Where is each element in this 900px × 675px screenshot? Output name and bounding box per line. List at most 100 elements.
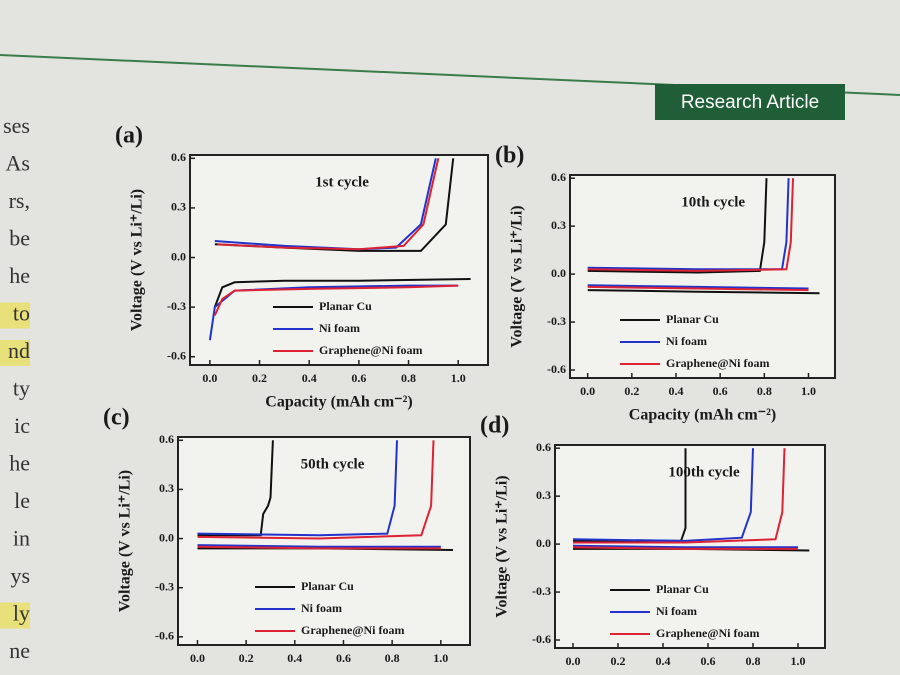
y-tick-label: 0.6 — [159, 432, 174, 446]
x-axis-label: Capacity (mAh cm⁻²) — [629, 407, 776, 424]
legend-label: Planar Cu — [301, 579, 354, 593]
y-axis-label: Voltage (V vs Li⁺/Li) — [129, 189, 146, 331]
y-tick-label: 0.6 — [551, 170, 566, 184]
legend-label: Ni foam — [656, 604, 697, 618]
y-tick-label: 0.6 — [536, 440, 551, 454]
x-tick-label: 0.0 — [566, 654, 581, 668]
plot-area — [177, 436, 471, 646]
y-axis-label: Voltage (V vs Li⁺/Li) — [509, 205, 526, 347]
x-tick-label: 0.6 — [713, 384, 728, 398]
margin-text: nd — [8, 338, 30, 363]
margin-text: be — [9, 226, 30, 251]
series-line — [587, 178, 809, 292]
y-axis-label: Voltage (V vs Li⁺/Li) — [117, 470, 134, 612]
y-tick-label: -0.3 — [155, 579, 174, 593]
legend-label: Planar Cu — [319, 299, 372, 313]
y-axis-label: Voltage (V vs Li⁺/Li) — [494, 475, 511, 617]
x-tick-label: 0.6 — [701, 654, 716, 668]
x-tick-label: 0.4 — [669, 384, 684, 398]
y-tick-label: 0.0 — [171, 249, 186, 263]
annotation: 50th cycle — [301, 456, 365, 472]
x-tick-label: 0.2 — [239, 651, 254, 665]
series-line — [197, 440, 441, 550]
series-line — [572, 448, 798, 549]
panel-label: (a) — [115, 123, 143, 149]
series-line — [572, 448, 798, 550]
legend-label: Graphene@Ni foam — [656, 626, 760, 640]
annotation: 1st cycle — [315, 174, 369, 190]
margin-text: in — [13, 526, 30, 551]
margin-text: to — [13, 301, 30, 326]
x-tick-label: 1.0 — [801, 384, 816, 398]
x-tick-label: 1.0 — [791, 654, 806, 668]
panel-label: (c) — [103, 405, 130, 431]
y-tick-label: -0.3 — [547, 314, 566, 328]
plot-area — [569, 174, 836, 379]
x-tick-label: 0.8 — [746, 654, 761, 668]
y-tick-label: -0.6 — [547, 362, 566, 376]
y-tick-label: -0.6 — [167, 348, 186, 362]
series-line — [197, 440, 441, 548]
y-tick-label: 0.3 — [536, 488, 551, 502]
y-tick-label: 0.6 — [171, 150, 186, 164]
x-tick-label: 0.6 — [351, 371, 366, 385]
x-axis-label: Capacity (mAh cm⁻²) — [265, 394, 412, 411]
panel-label: (d) — [480, 413, 509, 439]
y-tick-label: 0.0 — [536, 536, 551, 550]
x-tick-label: 0.0 — [202, 371, 217, 385]
legend-label: Planar Cu — [656, 582, 709, 596]
annotation: 10th cycle — [681, 194, 745, 210]
margin-text: ne — [9, 638, 30, 663]
header-box — [655, 84, 845, 120]
y-tick-label: -0.3 — [167, 299, 186, 313]
series-line — [213, 158, 459, 316]
x-tick-label: 0.4 — [287, 651, 302, 665]
x-tick-label: 0.4 — [302, 371, 317, 385]
margin-text: As — [6, 151, 30, 176]
legend-label: Graphene@Ni foam — [319, 343, 423, 357]
highlight — [0, 340, 30, 366]
legend-label: Ni foam — [301, 601, 342, 615]
y-tick-label: 0.3 — [551, 218, 566, 232]
legend-label: Planar Cu — [666, 312, 719, 326]
header-label: Research Article — [681, 92, 819, 113]
y-tick-label: 0.3 — [159, 481, 174, 495]
x-tick-label: 0.0 — [580, 384, 595, 398]
x-tick-label: 1.0 — [433, 651, 448, 665]
margin-text: ly — [13, 601, 30, 626]
x-tick-label: 0.0 — [190, 651, 205, 665]
x-tick-label: 0.8 — [401, 371, 416, 385]
y-tick-label: 0.0 — [551, 266, 566, 280]
margin-text: ses — [3, 113, 30, 138]
x-tick-label: 0.2 — [624, 384, 639, 398]
margin-text: he — [9, 263, 30, 288]
margin-text: he — [9, 451, 30, 476]
highlight — [0, 302, 30, 329]
legend-label: Graphene@Ni foam — [301, 623, 405, 637]
y-tick-label: 0.3 — [171, 200, 186, 214]
panel-label: (b) — [495, 143, 524, 169]
plot-area — [189, 154, 489, 366]
x-tick-label: 0.8 — [757, 384, 772, 398]
y-tick-label: -0.3 — [532, 584, 551, 598]
x-tick-label: 0.2 — [611, 654, 626, 668]
legend-label: Ni foam — [319, 321, 360, 335]
legend-label: Ni foam — [666, 334, 707, 348]
margin-text: ys — [10, 563, 30, 588]
x-tick-label: 0.2 — [252, 371, 267, 385]
x-tick-label: 0.6 — [336, 651, 351, 665]
highlight — [0, 602, 30, 629]
legend-label: Graphene@Ni foam — [666, 356, 770, 370]
x-tick-label: 0.8 — [385, 651, 400, 665]
margin-text: ty — [13, 376, 30, 401]
x-tick-label: 0.4 — [656, 654, 671, 668]
margin-text: le — [14, 488, 30, 513]
annotation: 100th cycle — [668, 464, 740, 480]
y-tick-label: -0.6 — [532, 632, 551, 646]
series-line — [587, 178, 820, 295]
margin-text: rs, — [9, 188, 30, 213]
y-tick-label: 0.0 — [159, 530, 174, 544]
margin-text: ic — [14, 413, 30, 438]
x-tick-label: 1.0 — [451, 371, 466, 385]
